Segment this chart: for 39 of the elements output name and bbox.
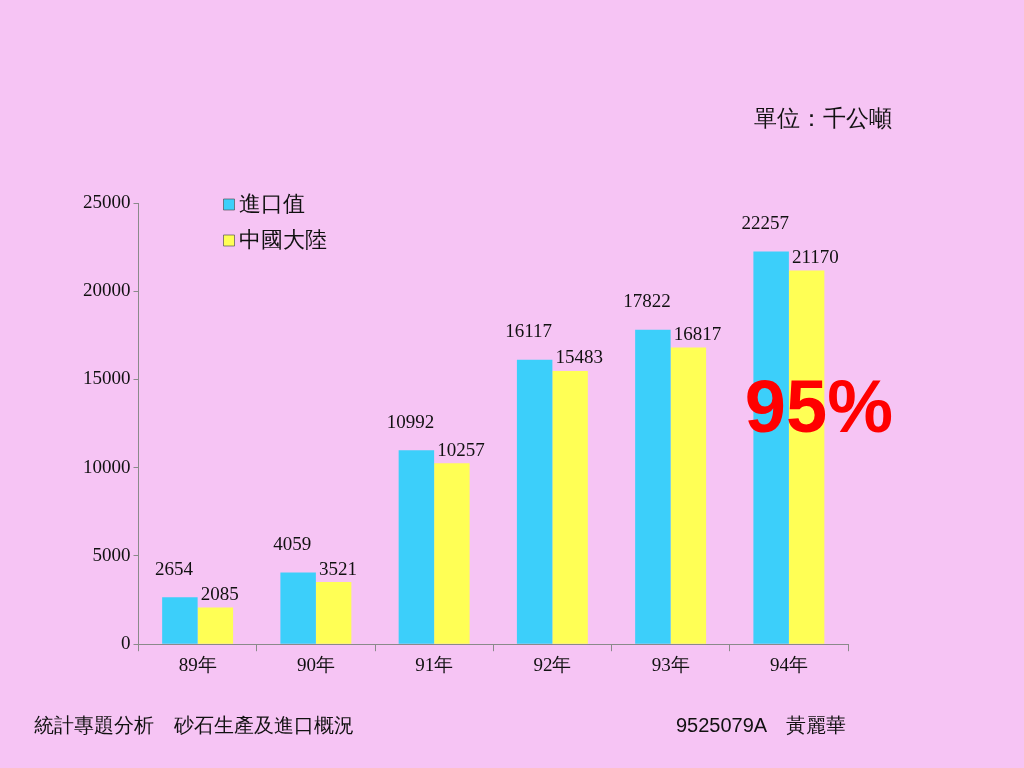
bar — [398, 450, 435, 644]
bar — [315, 582, 352, 644]
y-tick-label: 10000 — [83, 455, 131, 477]
text: 9525079A 黃麗華 — [676, 713, 847, 738]
data-label: 16817 — [673, 322, 722, 344]
data-label: 15483 — [555, 346, 603, 368]
x-tick-label: 91年 — [415, 653, 454, 675]
data-label: 21170 — [791, 246, 839, 268]
data-label: 2654 — [154, 557, 194, 579]
y-tick-label: 20000 — [83, 279, 131, 301]
legend-label: 進口值 — [238, 191, 305, 217]
bar — [670, 347, 707, 644]
legend-label: 中國大陸 — [238, 227, 327, 253]
data-label: 4059 — [273, 533, 312, 555]
x-tick-label: 94年 — [769, 653, 808, 675]
text: 統計專題分析 砂石生產及進口概況 — [34, 713, 354, 738]
y-tick-label: 5000 — [92, 543, 131, 565]
data-label: 17822 — [623, 290, 671, 312]
data-label: 10257 — [437, 438, 485, 460]
data-label: 16117 — [505, 320, 553, 342]
data-label: 22257 — [741, 211, 789, 233]
bar — [635, 329, 671, 644]
bar — [434, 463, 470, 644]
x-tick-label: 92年 — [533, 653, 572, 675]
bar — [162, 597, 198, 644]
bar — [516, 359, 553, 644]
y-tick-label: 15000 — [83, 367, 131, 389]
x-tick-label: 93年 — [651, 653, 690, 675]
y-tick-label: 0 — [121, 632, 131, 654]
data-label: 10992 — [386, 410, 435, 432]
bar — [197, 607, 234, 644]
x-tick-label: 90年 — [296, 653, 335, 675]
text: 單位：千公噸 — [754, 104, 892, 133]
data-label: 3521 — [318, 557, 357, 579]
y-tick-label: 25000 — [83, 190, 131, 212]
bar — [552, 370, 588, 644]
bar — [280, 572, 316, 644]
x-tick-label: 89年 — [178, 653, 217, 675]
data-label: 2085 — [200, 582, 239, 604]
